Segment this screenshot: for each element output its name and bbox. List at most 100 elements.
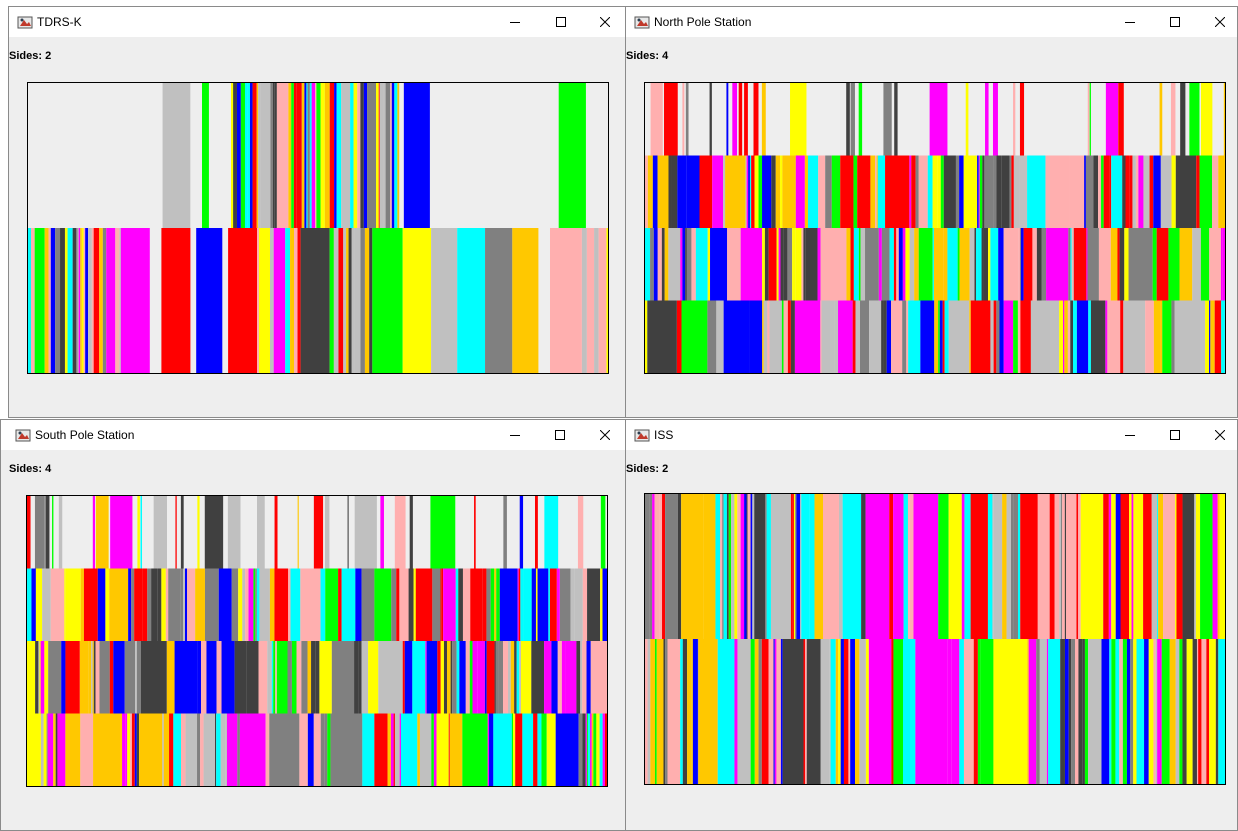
- stripe-bar: [852, 300, 856, 373]
- title-bar[interactable]: North Pole Station: [626, 7, 1237, 37]
- stripe-bar: [174, 641, 198, 714]
- stripe-bar: [840, 639, 844, 784]
- stripe-bar: [557, 641, 562, 714]
- stripe-bar: [943, 155, 956, 228]
- stripe-bar: [1155, 639, 1158, 784]
- stripe-bar: [753, 83, 759, 156]
- stripe-bar: [751, 155, 755, 228]
- stripe-bar: [1143, 155, 1150, 228]
- stripe-bar: [937, 155, 941, 228]
- stripe-bar: [1068, 639, 1072, 784]
- maximize-button[interactable]: [1153, 420, 1197, 450]
- stripe-bar: [587, 568, 601, 641]
- stripe-bar: [754, 155, 759, 228]
- stripe-bar: [574, 568, 583, 641]
- stripe-bar: [394, 83, 398, 228]
- stripe-bar: [657, 155, 669, 228]
- stripe-bar: [801, 228, 804, 301]
- stripe-bar: [45, 496, 50, 569]
- stripe-bar: [486, 568, 491, 641]
- minimize-button[interactable]: [1108, 420, 1152, 450]
- stripe-bar: [57, 713, 66, 786]
- title-bar[interactable]: South Pole Station: [1, 420, 625, 450]
- stripe-bar: [374, 568, 392, 641]
- title-bar[interactable]: TDRS-K: [9, 7, 625, 37]
- stripe-bar: [681, 300, 708, 373]
- stripe-bar: [494, 568, 497, 641]
- stripe-bar: [391, 568, 397, 641]
- stripe-canvas: [28, 83, 608, 373]
- stripe-bar: [886, 300, 892, 373]
- stripe-bar: [385, 83, 391, 228]
- stripe-bar: [379, 83, 384, 228]
- close-button[interactable]: [1198, 420, 1237, 450]
- minimize-button[interactable]: [493, 420, 537, 450]
- stripe-bar: [1001, 155, 1010, 228]
- stripe-bar: [113, 641, 125, 714]
- stripe-bar: [761, 83, 766, 156]
- stripe-bar: [998, 228, 1004, 301]
- stripe-bar: [88, 641, 92, 714]
- stripe-bar: [1156, 228, 1169, 301]
- maximize-button[interactable]: [1153, 7, 1197, 37]
- stripe-bar: [390, 713, 394, 786]
- stripe-bar: [1123, 300, 1146, 373]
- stripe-bar: [985, 83, 989, 156]
- stripe-bar: [300, 228, 330, 373]
- stripe-bar: [1159, 83, 1163, 156]
- stripe-bar: [982, 155, 985, 228]
- stripe-bar: [252, 83, 257, 228]
- stripe-bar: [1218, 155, 1225, 228]
- stripe-bar: [197, 713, 201, 786]
- stripe-bar: [187, 568, 196, 641]
- stripe-bar: [517, 568, 519, 641]
- stripe-bar: [518, 568, 521, 641]
- stripe-bar: [430, 496, 456, 569]
- stripe-bar: [1222, 228, 1225, 301]
- stripe-bar: [551, 641, 558, 714]
- close-button[interactable]: [1198, 7, 1237, 37]
- java-app-icon: [17, 16, 33, 29]
- stripe-bar: [522, 713, 534, 786]
- close-button[interactable]: [583, 7, 625, 37]
- stripe-bar: [394, 496, 406, 569]
- stripe-bar: [1143, 494, 1152, 639]
- stripe-bar: [780, 639, 783, 784]
- minimize-button[interactable]: [1108, 7, 1152, 37]
- minimize-button[interactable]: [493, 7, 537, 37]
- stripe-bar: [559, 568, 571, 641]
- stripe-bar: [865, 494, 890, 639]
- stripe-bar: [1109, 155, 1112, 228]
- stripe-bar: [1180, 83, 1186, 156]
- stripe-bar: [269, 568, 275, 641]
- stripe-bar: [276, 83, 289, 228]
- close-button[interactable]: [583, 420, 625, 450]
- stripe-bar: [325, 568, 339, 641]
- stripe-bar: [372, 228, 376, 373]
- stripe-bar: [602, 713, 605, 786]
- maximize-button[interactable]: [539, 7, 583, 37]
- stripe-bar: [161, 568, 166, 641]
- stripe-bar: [301, 641, 308, 714]
- stripe-bar: [1093, 155, 1099, 228]
- stripe-bar: [645, 639, 648, 784]
- stripe-bar: [245, 568, 249, 641]
- minimize-icon: [510, 435, 520, 436]
- stripe-bar: [1020, 300, 1031, 373]
- window-north-pole-station: North Pole Station Sides: 4: [625, 6, 1238, 418]
- window-tdrs-k: TDRS-K Sides: 2: [8, 6, 626, 418]
- stripe-bar: [361, 568, 375, 641]
- stripe-bar: [752, 494, 755, 639]
- stripe-bar: [1124, 228, 1129, 301]
- stripe-bar: [797, 228, 802, 301]
- stripe-bar: [1152, 228, 1157, 301]
- stripe-bar: [889, 494, 894, 639]
- stripe-bar: [1153, 155, 1161, 228]
- maximize-button[interactable]: [538, 420, 582, 450]
- title-bar[interactable]: ISS: [626, 420, 1237, 450]
- stripe-bar: [354, 496, 377, 569]
- stripe-bar: [495, 641, 499, 714]
- stripe-bar: [687, 639, 692, 784]
- stripe-bar: [850, 83, 855, 156]
- stripe-bar: [541, 713, 547, 786]
